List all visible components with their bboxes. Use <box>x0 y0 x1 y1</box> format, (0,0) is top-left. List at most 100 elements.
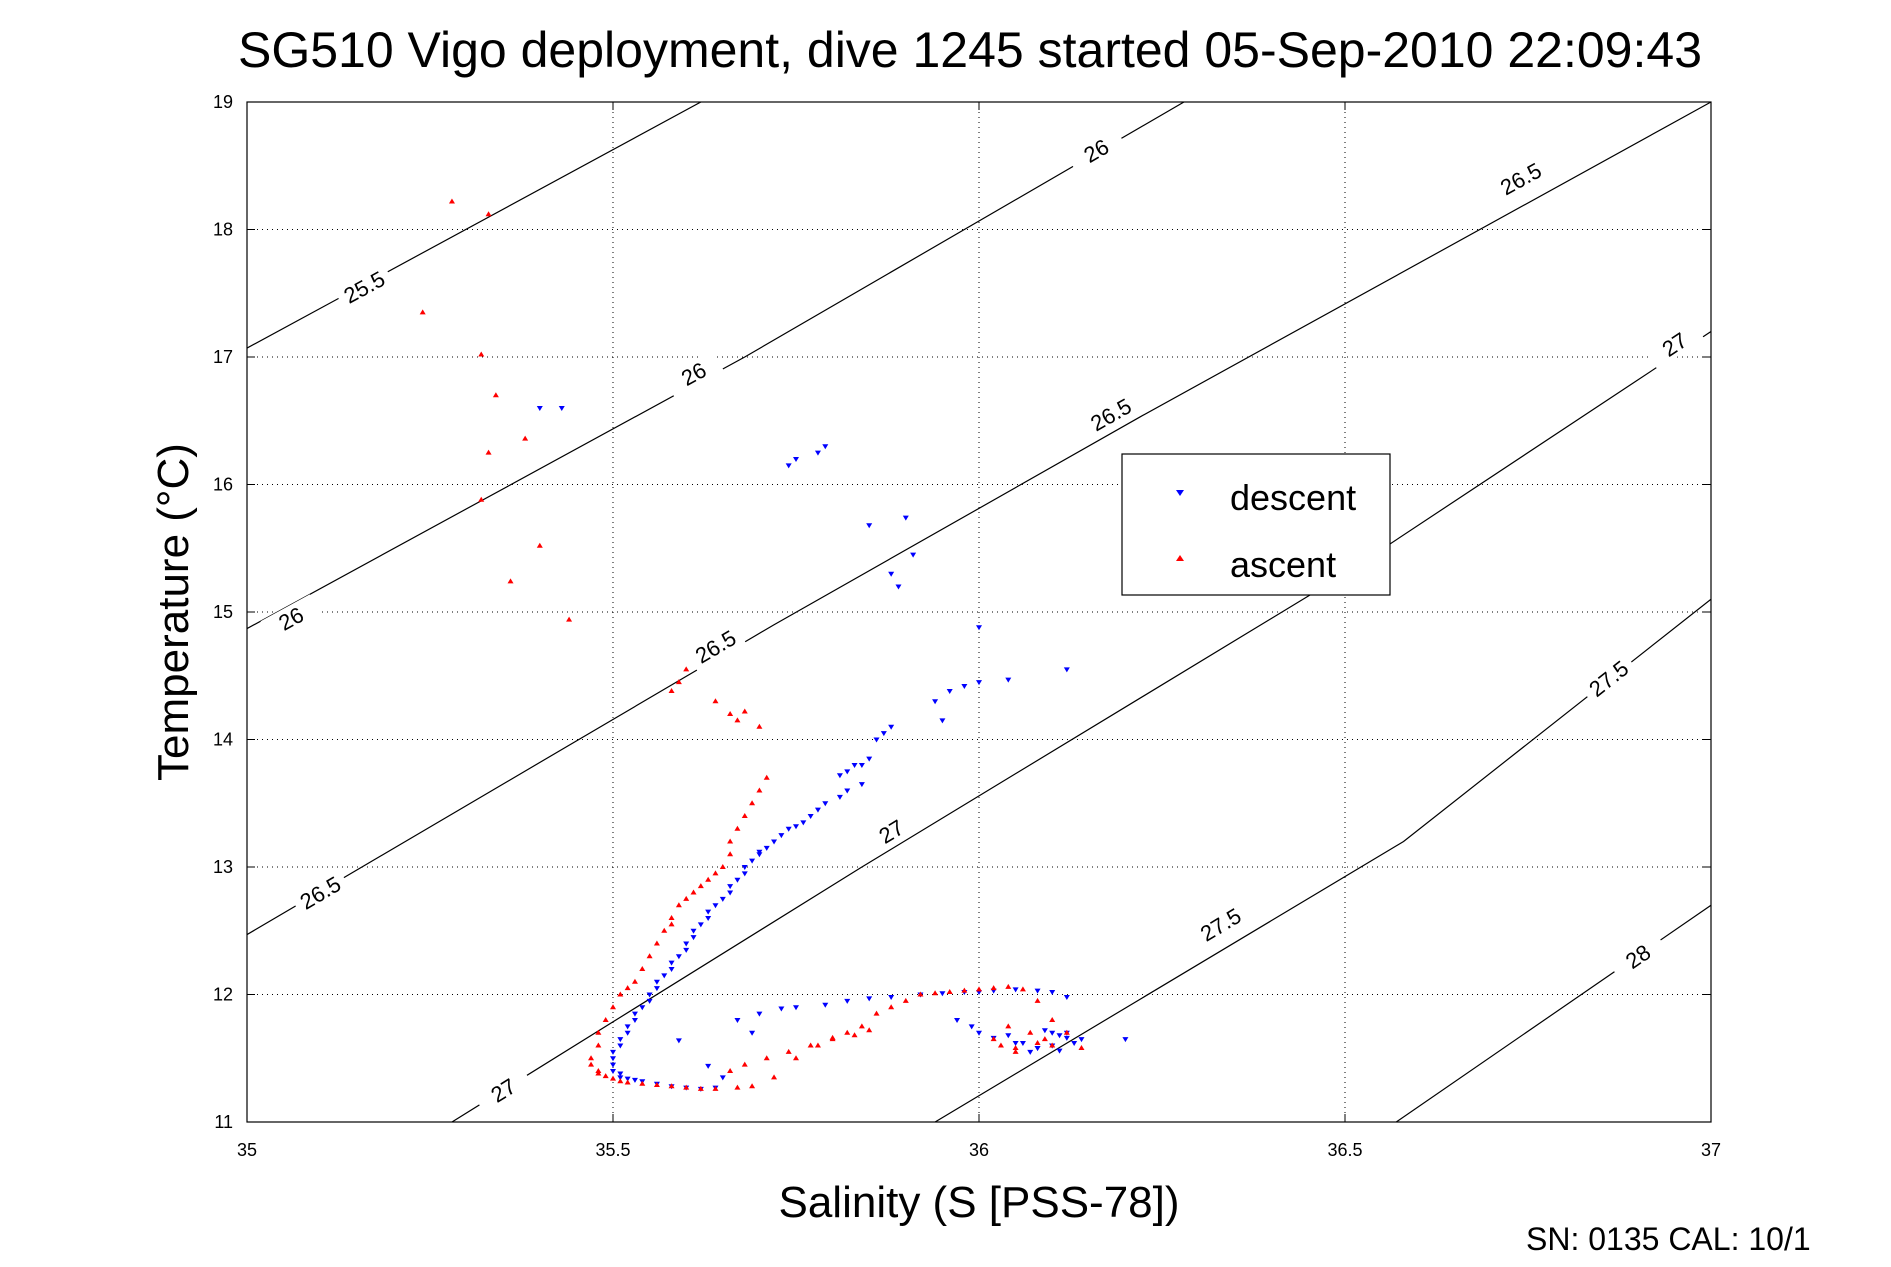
descent-point <box>793 1005 799 1011</box>
descent-point <box>1034 1046 1041 1052</box>
descent-point <box>976 625 982 631</box>
ascent-point <box>624 985 631 991</box>
descent-point <box>705 1063 712 1069</box>
ascent-point <box>668 915 675 920</box>
descent-point <box>954 1018 961 1023</box>
descent-point <box>727 890 734 896</box>
isopycnal-label-bg <box>333 262 395 311</box>
ascent-point <box>858 1023 865 1029</box>
descent-point <box>778 833 785 839</box>
descent-point <box>771 839 778 845</box>
y-tick-label: 19 <box>213 92 233 112</box>
y-tick-label: 17 <box>213 347 233 367</box>
descent-point <box>807 814 814 819</box>
ascent-point <box>771 1074 778 1080</box>
descent-point <box>836 794 843 800</box>
descent-point <box>1005 677 1012 683</box>
ascent-point <box>683 895 690 901</box>
descent-point <box>1078 1037 1085 1043</box>
x-tick-label: 37 <box>1701 1140 1721 1160</box>
ascent-point <box>793 1055 799 1061</box>
descent-point <box>756 1011 763 1017</box>
descent-point <box>1027 1049 1034 1055</box>
descent-point <box>653 986 660 992</box>
ascent-point <box>997 1042 1004 1048</box>
isopycnal-line <box>247 102 702 349</box>
descent-point <box>624 1076 631 1082</box>
descent-point <box>712 903 719 909</box>
ascent-point <box>683 1084 690 1090</box>
ascent-point <box>829 1034 836 1040</box>
descent-point <box>639 1005 646 1011</box>
descent-point <box>1056 1048 1063 1054</box>
isopycnal-label-bg <box>260 594 322 643</box>
ascent-point <box>668 688 675 694</box>
y-axis-label: Temperature (°C) <box>149 443 198 781</box>
descent-point <box>558 406 565 411</box>
descent-point <box>1012 1040 1019 1046</box>
descent-point <box>844 788 851 794</box>
ascent-point <box>727 851 734 857</box>
descent-point <box>800 820 807 826</box>
ascent-point <box>595 1068 602 1073</box>
y-tick-label: 15 <box>213 602 233 622</box>
descent-point <box>1034 988 1041 994</box>
ascent-point <box>566 616 573 622</box>
legend-descent-label: descent <box>1230 477 1356 518</box>
ascent-point <box>851 1032 858 1038</box>
ascent-point <box>712 698 719 704</box>
descent-point <box>668 967 675 972</box>
descent-point <box>814 450 821 456</box>
ascent-point <box>734 717 741 723</box>
x-tick-label: 36 <box>969 1140 989 1160</box>
ascent-point <box>902 997 909 1003</box>
descent-point <box>610 1062 616 1068</box>
y-tick-label: 13 <box>213 857 233 877</box>
ascent-point <box>595 1042 602 1048</box>
ascent-point <box>675 902 682 908</box>
descent-point <box>888 571 895 577</box>
ascent-point <box>734 1084 741 1090</box>
descent-point <box>610 1049 616 1055</box>
ascent-point <box>639 1080 646 1086</box>
descent-point <box>1049 989 1056 995</box>
descent-point <box>1056 1033 1063 1039</box>
descent-point <box>661 973 668 979</box>
ascent-point <box>741 708 748 714</box>
descent-point <box>690 935 697 941</box>
descent-point <box>858 763 865 768</box>
descent-point <box>646 992 653 998</box>
descent-point <box>617 1075 624 1081</box>
legend-ascent-label: ascent <box>1230 544 1336 585</box>
ascent-point <box>946 988 953 994</box>
descent-point <box>719 1075 726 1081</box>
isopycnal-label-bg <box>663 349 724 398</box>
y-tick-label: 11 <box>214 1112 233 1132</box>
legend-box <box>1121 453 1391 596</box>
chart-title: SG510 Vigo deployment, dive 1245 started… <box>238 22 1702 78</box>
descent-point <box>866 996 873 1002</box>
ascent-point <box>1063 1029 1070 1035</box>
ascent-point <box>602 1017 609 1022</box>
descent-point <box>836 773 843 779</box>
ascent-point <box>617 991 624 997</box>
descent-point <box>932 699 939 705</box>
descent-point <box>631 1018 638 1023</box>
ascent-point <box>1034 1039 1041 1045</box>
descent-point <box>705 909 712 915</box>
legend-ascent-marker <box>1176 555 1184 561</box>
descent-point <box>624 1024 631 1030</box>
ascent-point <box>1041 1036 1048 1042</box>
descent-point <box>683 941 690 947</box>
ascent-point <box>478 351 485 357</box>
ascent-point <box>492 392 499 398</box>
isopycnal-label-bg <box>1065 126 1127 175</box>
descent-point <box>844 769 851 775</box>
isopycnal-label-bg <box>860 806 922 857</box>
descent-point <box>858 782 865 788</box>
ascent-point <box>1012 1045 1019 1051</box>
descent-point <box>763 845 770 851</box>
ascent-point <box>653 940 660 946</box>
descent-point <box>756 849 763 855</box>
ascent-point <box>588 1061 595 1067</box>
